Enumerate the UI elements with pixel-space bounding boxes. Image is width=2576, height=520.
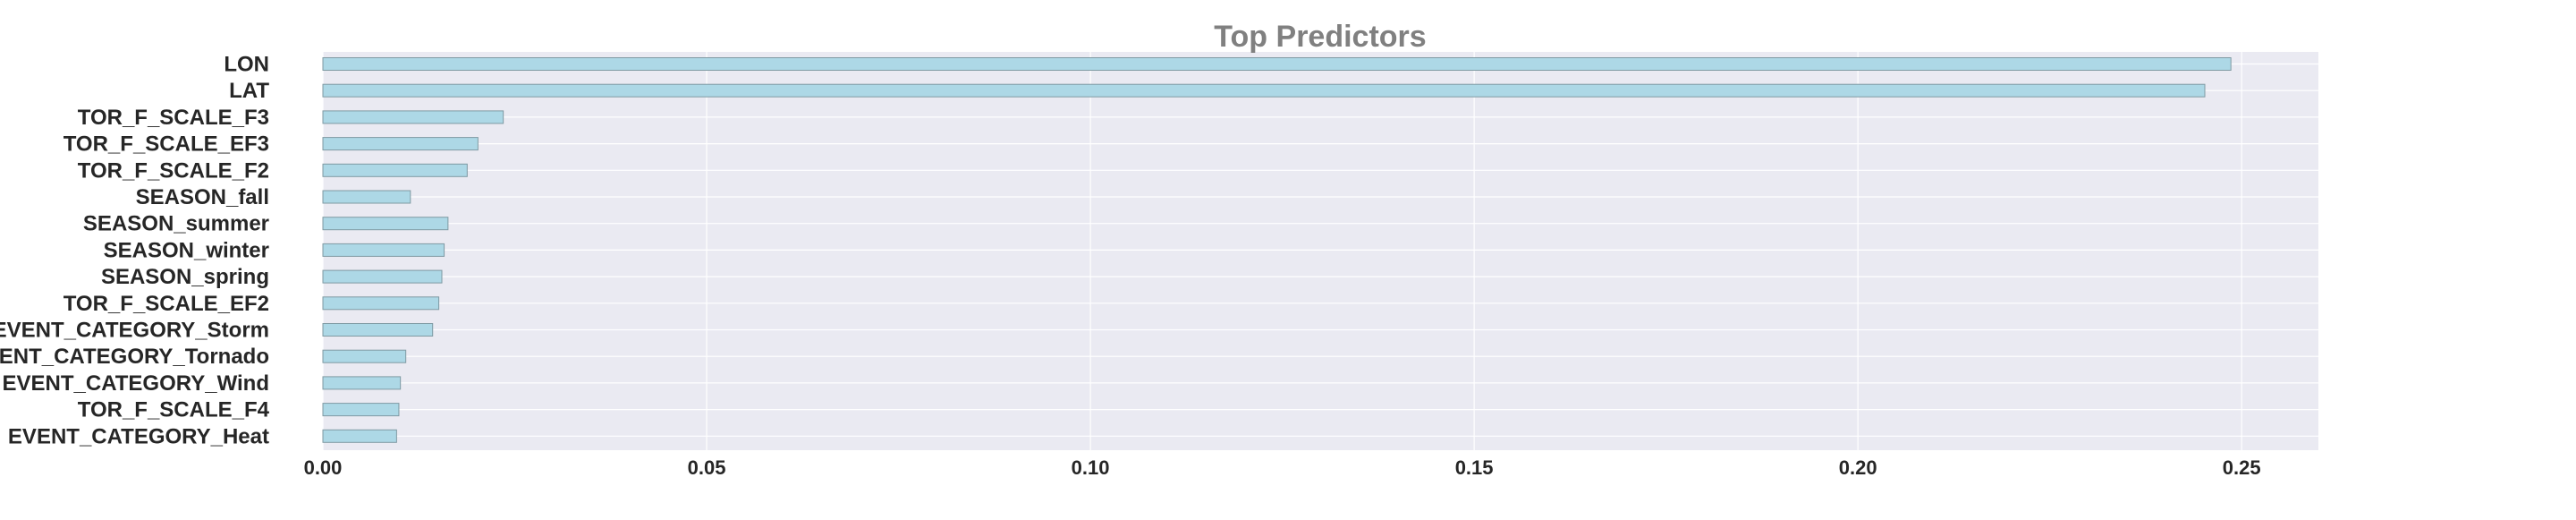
plot-area: [323, 52, 2318, 450]
x-tick-labels: 0.00 0.05 0.10 0.15 0.20 0.25: [304, 456, 2261, 479]
y-tick-label: TOR_F_SCALE_EF2: [64, 292, 269, 316]
bar: [322, 217, 449, 231]
bar: [322, 403, 400, 417]
bar: [322, 429, 397, 443]
y-tick-label: TOR_F_SCALE_F4: [78, 398, 270, 422]
bar: [322, 137, 479, 151]
bar: [322, 323, 434, 337]
grid-lines: [322, 52, 2318, 450]
bar: [322, 376, 402, 390]
bar: [322, 190, 411, 204]
y-tick-label: SEASON_fall: [136, 185, 269, 209]
bar: [322, 110, 504, 124]
y-tick-label: SEASON_summer: [83, 212, 269, 236]
y-tick-label: SEASON_winter: [104, 238, 269, 262]
y-tick-label: LON: [224, 53, 269, 77]
chart-title: Top Predictors: [1214, 20, 1426, 54]
y-tick-label: EVENT_CATEGORY_Heat: [8, 424, 269, 448]
y-tick-label: SEASON_spring: [101, 265, 269, 289]
y-tick-label: EVENT_CATEGORY_Wind: [3, 371, 269, 396]
x-tick-label: 0.15: [1455, 456, 1494, 479]
bar: [322, 269, 443, 284]
x-tick-label: 0.10: [1072, 456, 1110, 479]
y-tick-label: TOR_F_SCALE_F3: [78, 106, 269, 130]
x-tick-label: 0.05: [688, 456, 726, 479]
y-tick-label: TOR_F_SCALE_EF3: [64, 132, 269, 157]
y-tick-label: EVENT_CATEGORY_Tornado: [0, 345, 269, 369]
bar: [322, 163, 468, 177]
x-tick-label: 0.20: [1839, 456, 1877, 479]
y-tick-labels: LONLATTOR_F_SCALE_F3TOR_F_SCALE_EF3TOR_F…: [0, 53, 270, 449]
x-tick-label: 0.00: [304, 456, 343, 479]
x-tick-label: 0.25: [2223, 456, 2261, 479]
bar: [322, 243, 445, 257]
y-tick-label: LAT: [229, 79, 269, 103]
bar: [322, 349, 407, 363]
bar: [322, 83, 2206, 98]
bars: [322, 57, 2232, 443]
bar: [322, 296, 440, 311]
bar: [322, 57, 2232, 71]
y-tick-label: EVENT_CATEGORY_Storm: [0, 319, 269, 343]
y-tick-label: TOR_F_SCALE_F2: [78, 158, 269, 183]
